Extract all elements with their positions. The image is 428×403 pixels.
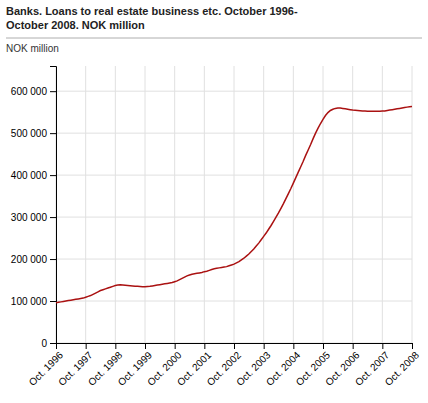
x-grid-line — [352, 66, 353, 343]
x-grid-line — [234, 66, 235, 343]
y-axis-label: NOK million — [6, 43, 59, 54]
y-tick: 100 000 — [11, 296, 56, 307]
plot: Oct. 1996Oct. 1997Oct. 1998Oct. 1999Oct.… — [11, 66, 421, 388]
y-tick-mark — [50, 343, 56, 344]
x-grid-line — [263, 66, 264, 343]
x-tick: Oct. 2008 — [383, 343, 422, 388]
y-tick-label: 200 000 — [11, 254, 48, 265]
x-tick-mark — [204, 343, 205, 349]
chart: Banks. Loans to real estate business etc… — [0, 0, 428, 403]
x-axis: Oct. 1996Oct. 1997Oct. 1998Oct. 1999Oct.… — [27, 343, 422, 388]
x-tick-mark — [234, 343, 235, 349]
y-tick: 200 000 — [11, 254, 56, 265]
x-tick-mark — [293, 343, 294, 349]
y-tick-label: 600 000 — [11, 86, 48, 97]
y-tick-label: 100 000 — [11, 296, 48, 307]
x-tick-mark — [353, 343, 354, 349]
x-tick-mark — [175, 343, 176, 349]
y-tick-mark — [50, 133, 56, 134]
x-grid-line — [323, 66, 324, 343]
y-tick: 300 000 — [11, 212, 56, 223]
x-grid-line — [85, 66, 86, 343]
y-tick-label: 300 000 — [11, 212, 48, 223]
x-tick-mark — [323, 343, 324, 349]
x-tick-mark — [264, 343, 265, 349]
x-tick-mark — [382, 343, 383, 349]
y-tick-mark — [50, 259, 56, 260]
y-tick-label: 400 000 — [11, 170, 48, 181]
y-axis-line — [50, 67, 57, 344]
y-axis: 0 100 000 200 000 300 000 400 000 500 000 600 … — [11, 67, 57, 349]
y-tick-label: 500 000 — [11, 128, 48, 139]
x-grid-line — [145, 66, 146, 343]
y-tick-mark — [50, 301, 56, 302]
x-tick-mark — [115, 343, 116, 349]
x-grid-line — [412, 66, 413, 343]
y-tick: 0 — [41, 338, 56, 349]
y-tick-mark — [50, 175, 56, 176]
x-tick-label: Oct. 2008 — [383, 349, 422, 388]
grid — [56, 66, 412, 343]
x-grid-line — [382, 66, 383, 343]
y-tick-label: 0 — [41, 338, 47, 349]
separator — [6, 38, 422, 39]
marks — [56, 107, 412, 303]
title: Banks. Loans to real estate business etc… — [6, 5, 298, 17]
x-tick-mark — [412, 343, 413, 349]
y-tick: 500 000 — [11, 128, 56, 139]
line — [56, 107, 412, 303]
y-tick: 400 000 — [11, 170, 56, 181]
x-grid-line — [204, 66, 205, 343]
x-tick-mark — [86, 343, 87, 349]
x-grid-line — [115, 66, 116, 343]
y-tick-mark — [50, 217, 56, 218]
x-tick-mark — [145, 343, 146, 349]
x-grid-line — [293, 66, 294, 343]
subtitle: October 2008. NOK million — [6, 19, 145, 31]
x-grid-line — [174, 66, 175, 343]
x-axis-line — [57, 344, 413, 350]
y-tick: 600 000 — [11, 86, 56, 97]
y-tick-mark — [50, 91, 56, 92]
